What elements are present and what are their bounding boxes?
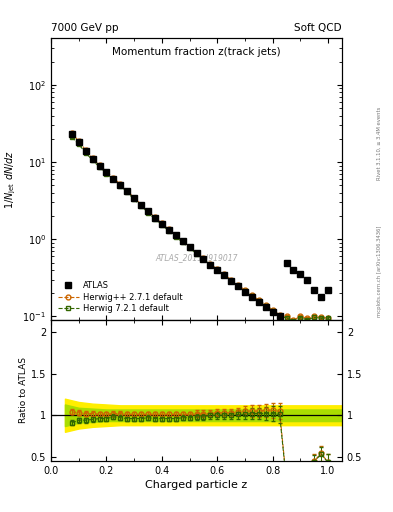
Text: mcplots.cern.ch [arXiv:1306.3436]: mcplots.cern.ch [arXiv:1306.3436] — [377, 226, 382, 317]
Text: Momentum fraction z(track jets): Momentum fraction z(track jets) — [112, 47, 281, 57]
Text: Soft QCD: Soft QCD — [294, 23, 342, 33]
Text: ATLAS_2011_I919017: ATLAS_2011_I919017 — [155, 253, 238, 263]
Legend: ATLAS, Herwig++ 2.7.1 default, Herwig 7.2.1 default: ATLAS, Herwig++ 2.7.1 default, Herwig 7.… — [55, 279, 185, 316]
X-axis label: Charged particle z: Charged particle z — [145, 480, 248, 490]
Text: Rivet 3.1.10, ≥ 3.4M events: Rivet 3.1.10, ≥ 3.4M events — [377, 106, 382, 180]
Text: 7000 GeV pp: 7000 GeV pp — [51, 23, 119, 33]
Y-axis label: Ratio to ATLAS: Ratio to ATLAS — [19, 357, 28, 423]
Y-axis label: $1/N_\mathrm{jet}\ dN/dz$: $1/N_\mathrm{jet}\ dN/dz$ — [4, 150, 18, 209]
